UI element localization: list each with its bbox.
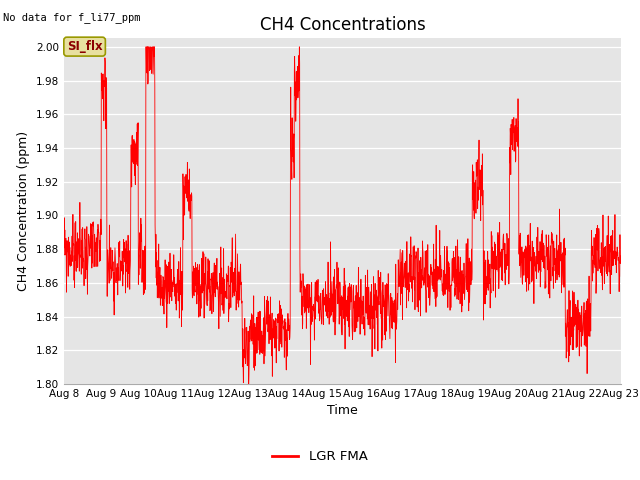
Text: SI_flx: SI_flx <box>67 40 102 53</box>
Legend: LGR FMA: LGR FMA <box>267 445 373 468</box>
Y-axis label: CH4 Concentration (ppm): CH4 Concentration (ppm) <box>17 131 30 291</box>
X-axis label: Time: Time <box>327 405 358 418</box>
Title: CH4 Concentrations: CH4 Concentrations <box>260 16 425 34</box>
Text: No data for f_li77_ppm: No data for f_li77_ppm <box>3 12 141 23</box>
